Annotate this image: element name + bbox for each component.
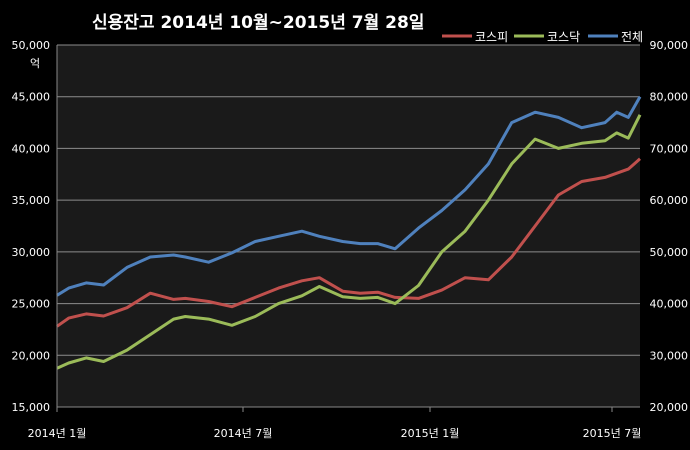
right-tick-label: 90,000 xyxy=(650,39,689,52)
legend: 코스피 코스닥 전체 xyxy=(442,30,643,44)
right-tick-label: 80,000 xyxy=(650,91,689,104)
left-tick-label: 20,000 xyxy=(12,349,51,362)
legend-label: 전체 xyxy=(621,30,643,44)
plot-area xyxy=(57,45,640,407)
right-tick-label: 40,000 xyxy=(650,298,689,311)
left-tick-label: 35,000 xyxy=(12,194,51,207)
legend-label: 코스닥 xyxy=(547,30,580,44)
x-tick-label: 2014년 7월 xyxy=(214,427,273,440)
right-axis-ticks: 20,000 30,000 40,000 50,000 60,000 70,000 80,0… xyxy=(650,39,689,414)
x-tick-label: 2015년 7월 xyxy=(583,427,642,440)
left-tick-label: 40,000 xyxy=(12,142,51,155)
left-tick-label: 25,000 xyxy=(12,298,51,311)
series-line-코스피 xyxy=(56,157,641,328)
right-tick-label: 70,000 xyxy=(650,142,689,155)
series-line-코스닥 xyxy=(56,114,642,370)
left-tick-label: 30,000 xyxy=(12,246,51,259)
left-axis-ticks: 15,000 20,000 25,000 30,000 35,000 40,000 45,0… xyxy=(12,39,51,414)
right-tick-label: 50,000 xyxy=(650,246,689,259)
right-tick-label: 20,000 xyxy=(650,401,689,414)
left-tick-label: 45,000 xyxy=(12,91,51,104)
x-tick-label: 2014년 1월 xyxy=(28,427,87,440)
x-tick-label: 2015년 1월 xyxy=(401,427,460,440)
left-tick-label: 50,000 xyxy=(12,39,51,52)
chart-title: 신용잔고 2014년 10월~2015년 7월 28일 xyxy=(92,13,424,33)
legend-label: 코스피 xyxy=(475,30,508,44)
series-lines xyxy=(56,95,642,370)
gridlines xyxy=(57,44,640,356)
x-axis-ticks: 2014년 1월 2014년 7월 2015년 1월 2015년 7월 xyxy=(28,407,642,440)
series-line-전체 xyxy=(56,95,642,297)
right-tick-label: 60,000 xyxy=(650,194,689,207)
left-tick-label: 15,000 xyxy=(12,401,51,414)
right-tick-label: 30,000 xyxy=(650,349,689,362)
left-axis-unit: 억 xyxy=(30,57,40,70)
